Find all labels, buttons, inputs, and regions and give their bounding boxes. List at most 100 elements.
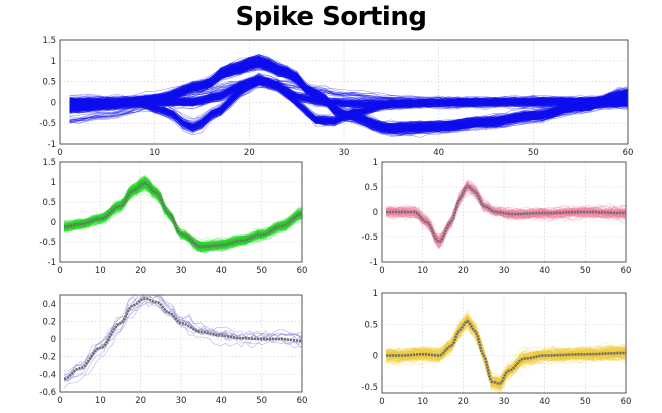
spike-trace	[69, 79, 628, 124]
spike-trace	[69, 78, 628, 122]
spike-trace	[69, 79, 628, 124]
spike-trace	[69, 64, 628, 125]
spike-trace	[63, 185, 302, 248]
spike-trace	[69, 79, 628, 127]
spike-trace	[69, 83, 628, 122]
spike-trace	[69, 64, 628, 131]
spike-trace	[386, 318, 626, 386]
spike-trace	[69, 81, 628, 120]
spike-trace	[69, 61, 628, 135]
spike-trace	[69, 82, 628, 120]
spike-trace	[69, 63, 628, 129]
spike-trace	[63, 181, 302, 253]
spike-trace	[69, 80, 628, 122]
plot-border	[381, 161, 627, 263]
spike-trace	[385, 315, 626, 384]
spike-trace	[69, 62, 628, 130]
spike-trace	[69, 82, 628, 133]
spike-trace	[69, 58, 628, 129]
spike-trace	[385, 189, 626, 241]
spike-trace	[69, 55, 628, 136]
spike-trace	[69, 62, 628, 132]
spike-trace	[63, 184, 302, 245]
spike-trace	[69, 75, 628, 126]
spike-trace	[63, 179, 302, 249]
spike-trace	[69, 79, 628, 120]
spike-trace	[69, 76, 628, 122]
spike-trace	[69, 83, 628, 130]
spike-trace	[69, 82, 628, 125]
spike-trace	[69, 59, 628, 129]
spike-trace	[69, 76, 628, 123]
spike-trace	[385, 321, 626, 390]
spike-trace	[69, 61, 628, 131]
spike-trace	[69, 63, 628, 128]
spike-trace	[385, 316, 626, 389]
spike-trace	[386, 322, 626, 388]
spike-trace	[69, 62, 628, 124]
spike-trace	[69, 64, 628, 127]
spike-trace	[63, 186, 302, 244]
plot-frame	[59, 39, 629, 145]
spike-trace	[69, 80, 628, 124]
spike-trace	[69, 75, 628, 132]
spike-trace	[69, 56, 628, 134]
spike-trace	[69, 64, 628, 129]
spike-trace	[69, 82, 628, 124]
spike-trace	[69, 76, 628, 130]
spike-trace	[69, 81, 628, 123]
spike-trace	[385, 315, 626, 380]
spike-trace	[69, 79, 628, 120]
spike-trace	[69, 78, 628, 125]
spike-trace	[69, 82, 628, 126]
y-tick-label: 1.5	[42, 36, 56, 46]
spike-trace	[69, 76, 628, 120]
spike-trace	[69, 80, 628, 126]
spike-trace	[69, 62, 628, 133]
spike-trace	[69, 84, 628, 124]
spike-trace	[63, 179, 302, 247]
spike-trace	[69, 58, 628, 129]
x-tick-label: 50	[528, 148, 539, 158]
spike-trace	[386, 182, 626, 245]
spike-trace	[69, 57, 628, 129]
spike-trace	[69, 60, 628, 131]
spike-trace	[69, 79, 628, 122]
spike-trace	[69, 60, 628, 135]
spike-trace	[69, 80, 628, 131]
spike-trace	[69, 81, 628, 123]
spike-trace	[69, 64, 628, 128]
spike-trace	[69, 80, 628, 123]
spike-trace	[69, 79, 628, 118]
spike-trace	[386, 316, 626, 383]
x-tick-label: 30	[499, 266, 510, 276]
spike-trace	[385, 317, 626, 378]
spike-trace	[386, 323, 626, 390]
spike-trace	[69, 63, 628, 130]
spike-trace	[69, 81, 628, 130]
spike-trace	[69, 67, 628, 126]
spike-trace	[69, 66, 628, 132]
spike-trace	[69, 79, 628, 130]
spike-trace	[69, 56, 628, 138]
spike-trace	[386, 184, 626, 241]
spike-trace	[69, 80, 628, 123]
spike-trace	[386, 188, 626, 243]
spike-trace	[386, 315, 626, 388]
spike-trace	[69, 60, 628, 131]
spike-trace	[69, 61, 628, 132]
x-tick-label: 30	[176, 266, 187, 276]
spike-trace	[69, 60, 628, 132]
spike-trace	[69, 78, 628, 126]
spike-trace	[69, 59, 628, 131]
spike-trace	[69, 75, 628, 123]
x-tick-label: 40	[433, 148, 444, 158]
spike-trace	[69, 79, 628, 122]
spike-trace	[69, 77, 628, 122]
spike-trace	[69, 56, 628, 129]
spike-trace	[69, 84, 628, 130]
spike-trace	[385, 187, 626, 246]
spike-trace	[63, 189, 302, 252]
spike-trace	[386, 186, 626, 244]
spike-trace	[69, 58, 628, 134]
